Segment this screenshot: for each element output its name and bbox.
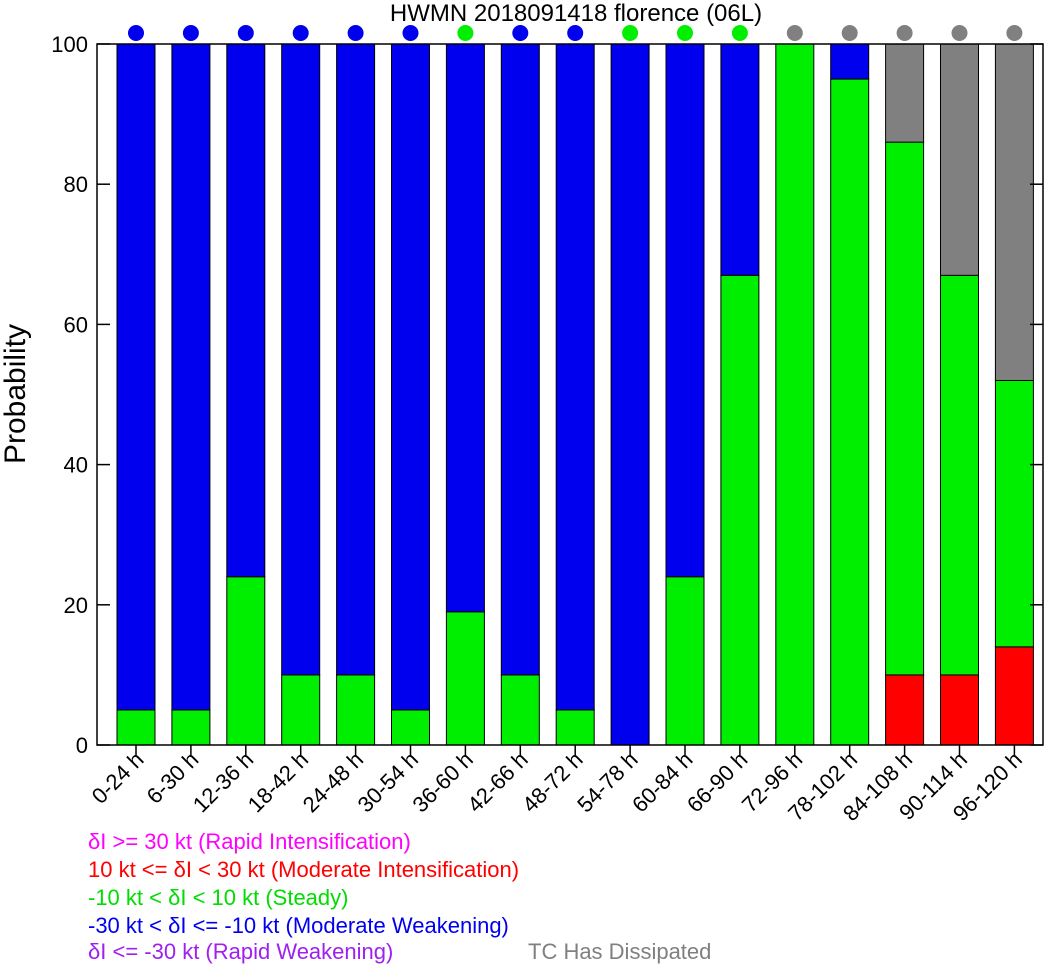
y-axis-label: Probability	[0, 324, 32, 464]
category-marker-13	[841, 25, 858, 41]
bar-segment-3-s1	[281, 674, 321, 746]
category-marker-11	[731, 25, 748, 41]
legend-rapid-intensification: δI >= 30 kt (Rapid Intensification)	[88, 829, 411, 854]
chart-title: HWMN 2018091418 florence (06L)	[390, 0, 762, 27]
axes: 0 20 40 60 80 100	[51, 32, 1044, 758]
x-tick-label-9: 54-78 h	[572, 747, 642, 817]
x-tick-label-5: 30-54 h	[353, 747, 423, 817]
bar-segment-3-s2	[281, 43, 321, 676]
bar-segment-16-s1	[994, 379, 1034, 648]
bar-segment-14-s3	[885, 43, 925, 143]
category-marker-7	[512, 25, 529, 41]
category-marker-6	[457, 25, 474, 41]
bar-segment-14-s1	[885, 141, 925, 676]
category-marker-3	[292, 25, 309, 41]
category-marker-12	[786, 25, 803, 41]
bar-segment-12-s1	[775, 43, 815, 746]
y-tick-label-1: 20	[64, 593, 88, 618]
category-marker-4	[347, 25, 364, 41]
legend-moderate-intensification: 10 kt <= δI < 30 kt (Moderate Intensific…	[88, 857, 520, 882]
bar-segment-7-s1	[500, 674, 540, 746]
x-tick-label-4: 24-48 h	[298, 747, 368, 817]
y-tick-label-0: 0	[76, 733, 88, 758]
category-marker-14	[896, 25, 913, 41]
category-marker-5	[402, 25, 419, 41]
bar-segment-11-s1	[720, 274, 760, 746]
bar-segment-10-s1	[665, 576, 705, 746]
bar-segment-13-s1	[830, 78, 870, 746]
bar-segment-4-s1	[336, 674, 376, 746]
plot-frame	[96, 43, 1044, 746]
bar-segment-0-s1	[116, 709, 156, 746]
legend-moderate-weakening: -30 kt < δI <= -10 kt (Moderate Weakenin…	[88, 913, 509, 938]
bars	[116, 43, 1034, 746]
bar-segment-16-s0	[994, 646, 1034, 746]
category-marker-0	[128, 25, 144, 41]
bar-segment-7-s2	[500, 43, 540, 676]
x-tick-label-2: 12-36 h	[188, 747, 258, 817]
category-marker-16	[1006, 25, 1023, 41]
bar-segment-10-s2	[665, 43, 705, 578]
bar-segment-16-s3	[994, 43, 1034, 381]
category-marker-1	[182, 25, 199, 41]
bar-segment-1-s1	[171, 709, 211, 746]
legend-rapid-weakening: δI <= -30 kt (Rapid Weakening)	[88, 939, 394, 964]
x-tick-labels: 0-24 h6-30 h12-36 h18-42 h24-48 h30-54 h…	[87, 745, 1027, 826]
x-tick-label-8: 48-72 h	[517, 747, 587, 817]
x-tick-label-7: 42-66 h	[462, 747, 532, 817]
category-marker-9	[622, 25, 639, 41]
bar-segment-14-s0	[885, 674, 925, 746]
bar-segment-0-s2	[116, 43, 156, 711]
bar-segment-15-s1	[940, 274, 979, 676]
x-tick-label-11: 66-90 h	[682, 747, 752, 817]
bar-segment-6-s1	[445, 611, 485, 746]
x-tick-label-10: 60-84 h	[627, 747, 697, 817]
category-marker-8	[567, 25, 584, 41]
legend-dissipated: TC Has Dissipated	[528, 939, 712, 964]
y-tick-label-3: 60	[64, 312, 88, 337]
bar-segment-1-s2	[171, 43, 211, 711]
bar-segment-15-s0	[940, 674, 979, 746]
x-tick-label-0: 0-24 h	[87, 747, 149, 809]
bar-segment-6-s2	[445, 43, 485, 613]
x-tick-label-3: 18-42 h	[243, 747, 313, 817]
bar-segment-5-s2	[391, 43, 430, 711]
category-marker-15	[951, 25, 968, 41]
y-tick-label-2: 40	[64, 453, 88, 478]
bar-segment-4-s2	[336, 43, 376, 676]
bar-segment-9-s2	[610, 43, 650, 746]
bar-segment-15-s3	[940, 43, 979, 276]
bar-segment-8-s1	[555, 709, 595, 746]
y-tick-label-4: 80	[64, 172, 88, 197]
bar-segment-13-s2	[830, 43, 870, 80]
x-tick-label-6: 36-60 h	[407, 747, 477, 817]
legend-steady: -10 kt < δI < 10 kt (Steady)	[88, 885, 349, 910]
bar-segment-2-s1	[226, 576, 266, 746]
y-tick-label-5: 100	[51, 32, 88, 57]
category-marker-10	[677, 25, 693, 41]
bar-segment-8-s2	[555, 43, 595, 711]
bar-segment-2-s2	[226, 43, 266, 578]
bar-segment-11-s2	[720, 43, 760, 276]
bar-segment-5-s1	[391, 709, 430, 746]
category-marker-2	[237, 25, 254, 41]
category-markers	[128, 25, 1023, 41]
